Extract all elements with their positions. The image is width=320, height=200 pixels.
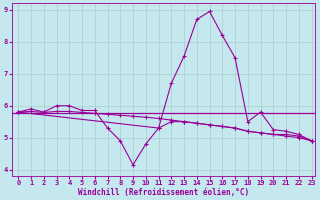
X-axis label: Windchill (Refroidissement éolien,°C): Windchill (Refroidissement éolien,°C): [78, 188, 249, 197]
